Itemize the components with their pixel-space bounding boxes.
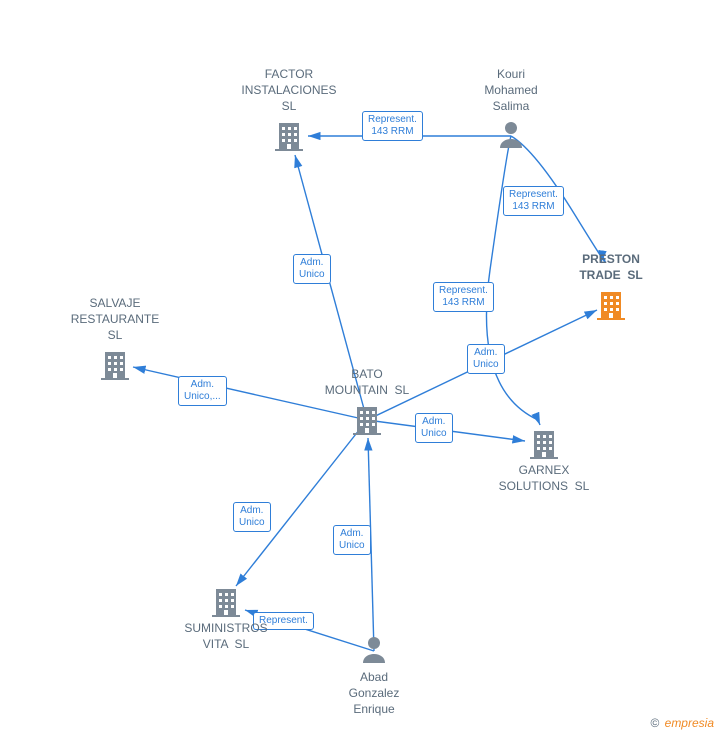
edge (367, 420, 525, 441)
building-icon[interactable] (275, 123, 303, 151)
footer-attribution: © empresia (650, 716, 714, 730)
building-icon[interactable] (353, 407, 381, 435)
edge (368, 438, 374, 651)
network-svg (0, 0, 728, 740)
network-diagram: © empresia Represent. 143 RRMRepresent. … (0, 0, 728, 740)
edge (486, 136, 540, 425)
edge (236, 420, 367, 586)
brand-name: empresia (665, 716, 714, 730)
edge (295, 155, 367, 420)
edge (367, 310, 597, 420)
building-icon[interactable] (530, 431, 558, 459)
building-icon[interactable] (101, 352, 129, 380)
copyright-symbol: © (650, 716, 659, 730)
person-icon[interactable] (500, 122, 522, 148)
building-icon[interactable] (212, 589, 240, 617)
edge (245, 610, 374, 651)
edge (133, 367, 367, 420)
building-icon[interactable] (597, 292, 625, 320)
edge (511, 136, 605, 263)
